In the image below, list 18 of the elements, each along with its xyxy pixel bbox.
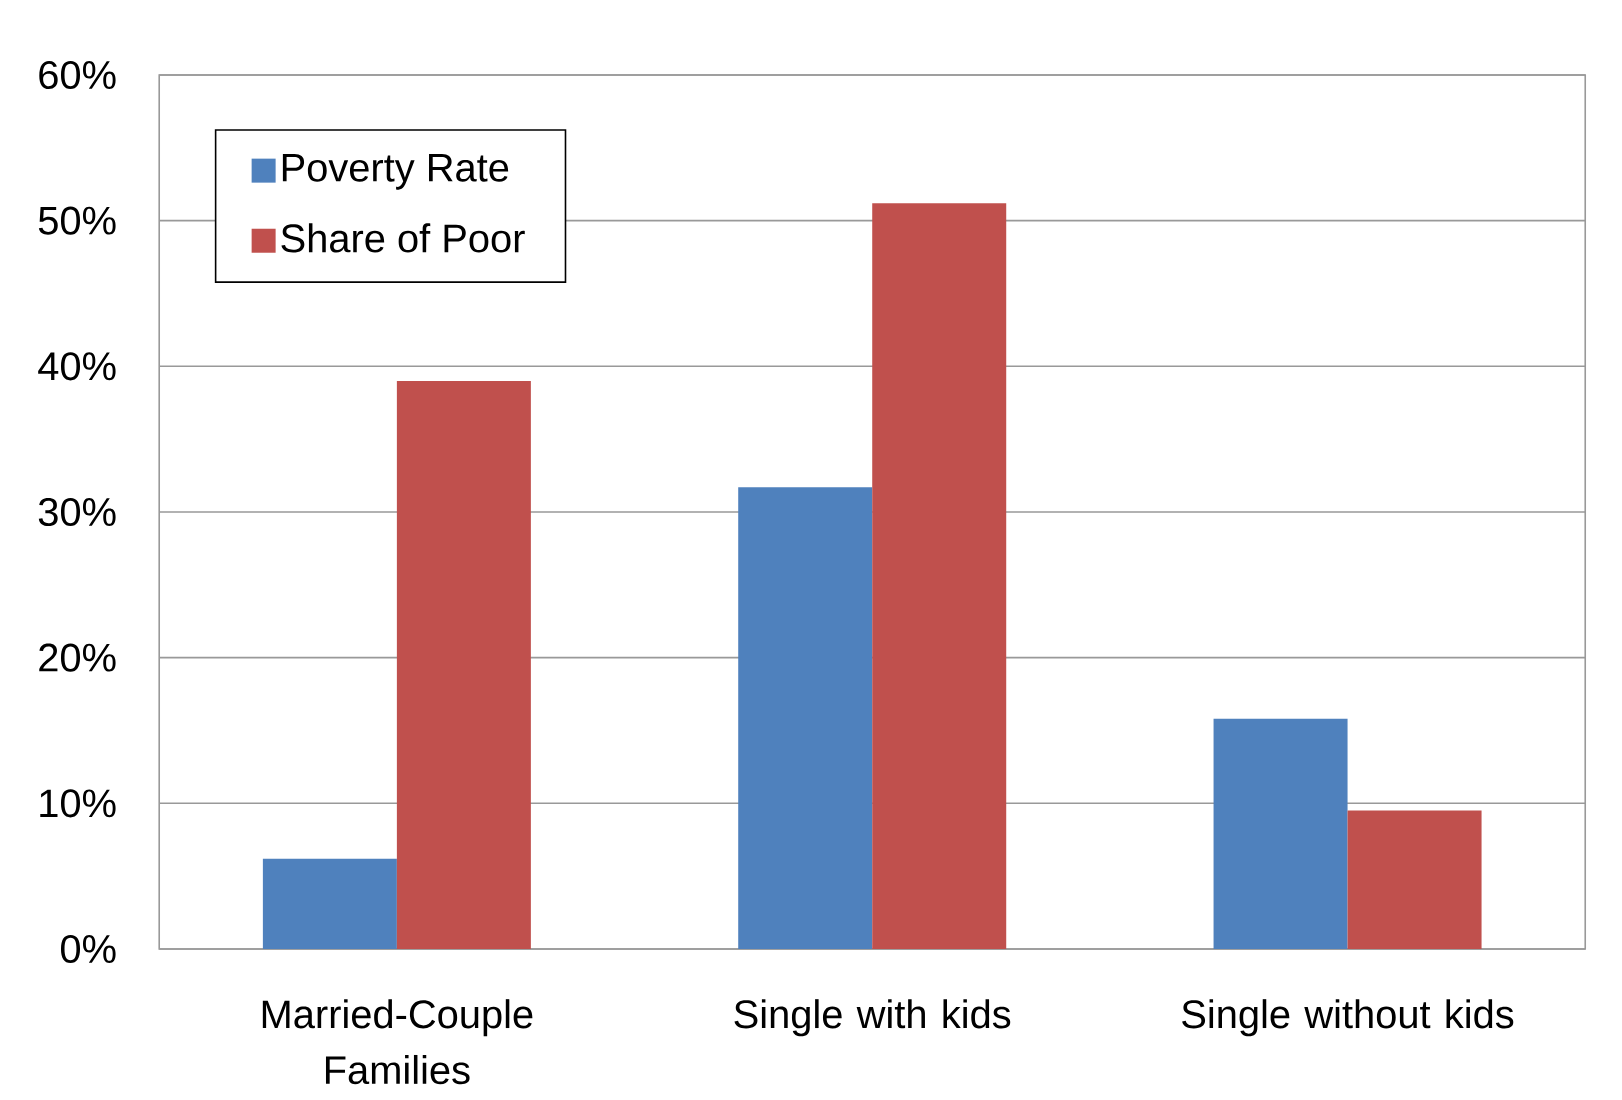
y-tick-label: 0%	[60, 934, 116, 964]
legend-label: Share of Poor	[281, 223, 525, 253]
bar	[872, 203, 1007, 949]
bar	[1213, 718, 1348, 949]
x-tick-label: Married-Couple Families	[262, 999, 533, 1085]
y-tick-label: 50%	[38, 206, 116, 235]
y-tick-label: 10%	[40, 789, 116, 818]
legend-label: Poverty Rate	[282, 153, 509, 190]
bar	[738, 487, 873, 949]
y-tick-label: 30%	[38, 497, 116, 527]
x-tick-label: Single with kids	[734, 999, 1011, 1037]
bar	[262, 858, 397, 949]
x-tick-label: Single without kids	[1182, 999, 1514, 1037]
y-tick-label: 20%	[39, 643, 116, 672]
bar	[396, 380, 531, 949]
y-tick-label: 40%	[38, 352, 116, 381]
bar	[1347, 810, 1482, 949]
y-tick-label: 60%	[39, 60, 116, 90]
